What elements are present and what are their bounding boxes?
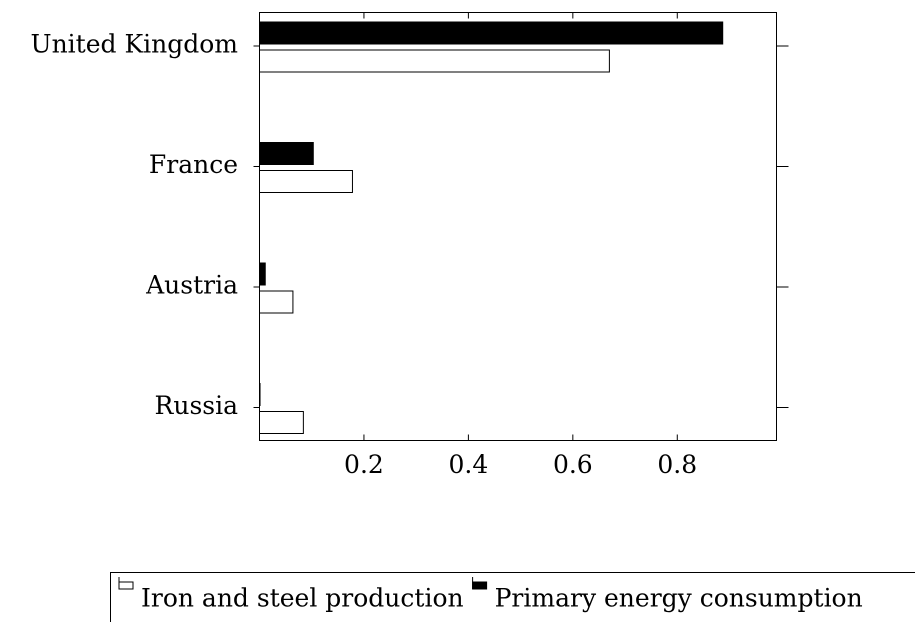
- bar: [260, 171, 353, 193]
- bar: [260, 384, 261, 406]
- x-tick-label: 0.8: [657, 450, 697, 479]
- legend-label: Iron and steel production: [141, 584, 464, 613]
- y-tick-label: Russia: [155, 391, 239, 420]
- bar: [260, 412, 304, 434]
- y-tick-label: Austria: [145, 271, 238, 300]
- bar: [260, 263, 266, 285]
- legend-label: Primary energy consumption: [495, 584, 863, 613]
- x-tick-label: 0.2: [344, 450, 384, 479]
- y-tick-label: France: [149, 150, 238, 179]
- x-tick-label: 0.6: [553, 450, 593, 479]
- bar: [260, 22, 723, 44]
- legend-swatch: [119, 582, 133, 589]
- axis-frame: [260, 13, 777, 441]
- bar: [260, 143, 314, 165]
- y-tick-label: United Kingdom: [31, 30, 239, 59]
- bar: [260, 291, 293, 313]
- legend-swatch: [473, 582, 487, 589]
- bar: [260, 50, 610, 72]
- x-tick-label: 0.4: [449, 450, 489, 479]
